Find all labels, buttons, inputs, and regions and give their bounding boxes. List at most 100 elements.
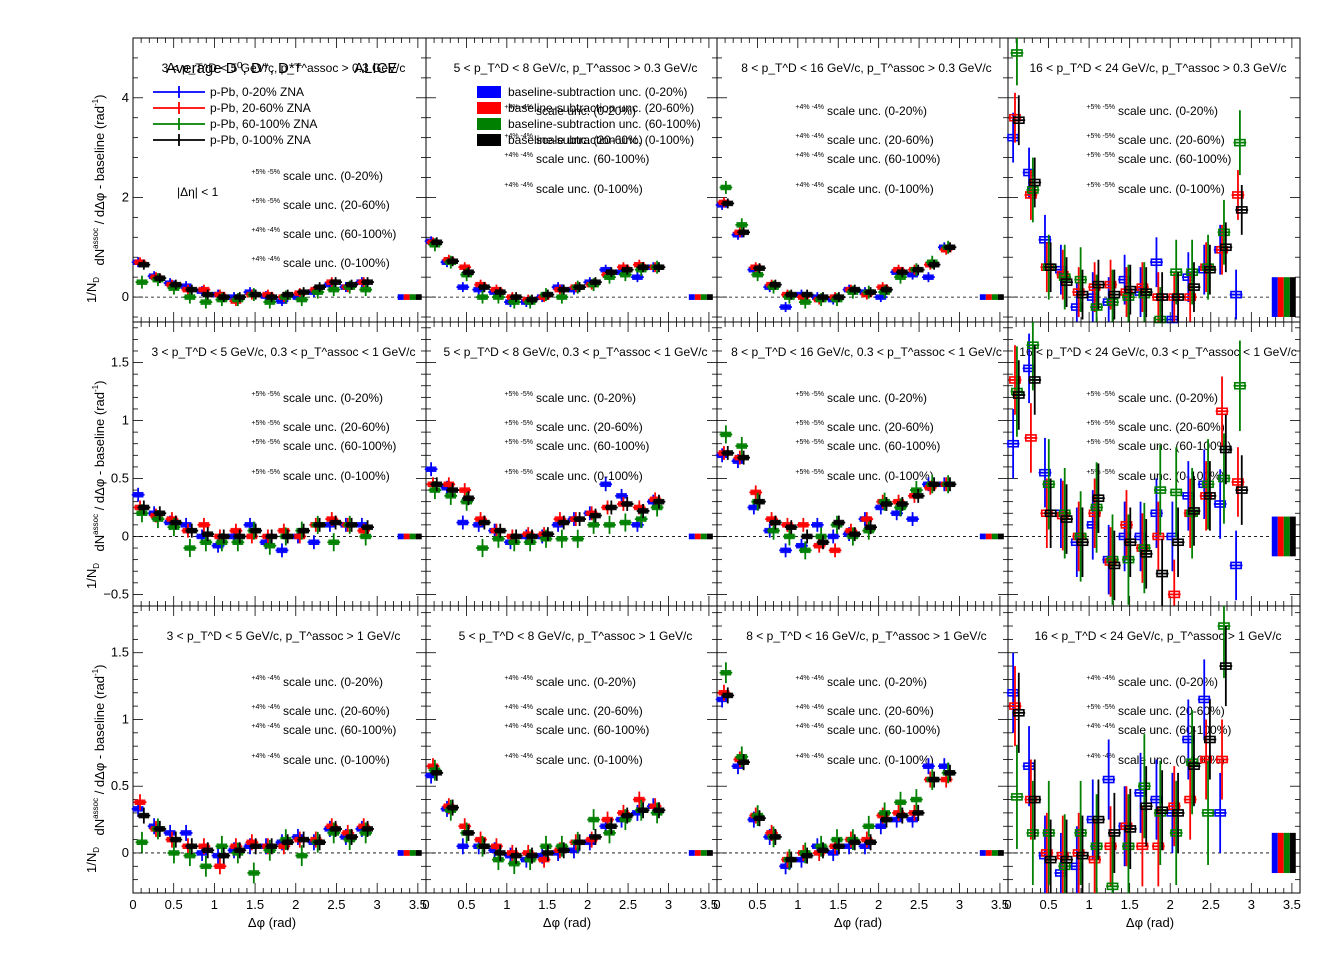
panel-grid: 0 2 4 3 < p_T^D < 5 GeV/c, p_T^assoc > 0.3 … bbox=[103, 37, 1301, 912]
x-tick-label: 1.5 bbox=[1121, 897, 1139, 912]
scale-unc-value: +4% -4% bbox=[795, 104, 824, 111]
y-tick-label: 4 bbox=[122, 90, 129, 105]
panel-r0-c3: 16 < p_T^D < 24 GeV/c, p_T^assoc > 0.3 G… bbox=[1006, 37, 1301, 324]
scale-unc-label: scale unc. (0-20%) bbox=[283, 675, 383, 689]
x-axis-label-col0: Δφ (rad) bbox=[248, 915, 296, 930]
eta-label: |Δη| < 1 bbox=[177, 185, 219, 199]
x-tick-label: 3 bbox=[374, 897, 381, 912]
x-tick-label: 1 bbox=[1085, 897, 1092, 912]
scale-unc-label: scale unc. (20-60%) bbox=[827, 133, 934, 147]
scale-unc-label: scale unc. (0-20%) bbox=[827, 391, 927, 405]
scale-unc-label: scale unc. (0-20%) bbox=[1118, 104, 1218, 118]
y-tick-label: 0 bbox=[122, 528, 129, 543]
baseline-unc-box bbox=[403, 294, 410, 300]
scale-unc-label: scale unc. (20-60%) bbox=[1118, 133, 1225, 147]
scale-unc-value: +5% -5% bbox=[1086, 439, 1115, 446]
y-axis-label-text: dNassoc / dΔφ - baseline (rad-1) bbox=[91, 95, 107, 266]
scale-unc-label: scale unc. (60-100%) bbox=[283, 227, 396, 241]
baseline-unc-box bbox=[409, 294, 416, 300]
y-tick-label: 0 bbox=[122, 845, 129, 860]
x-tick-label: 2 bbox=[292, 897, 299, 912]
scale-unc-value: +5% -5% bbox=[1086, 104, 1115, 111]
scale-unc-value: +5% -5% bbox=[251, 198, 280, 205]
scale-unc-value: +5% -5% bbox=[251, 439, 280, 446]
y-axis-label-middle: dNassoc / dΔφ - baseline (rad-1) 1/ND bbox=[84, 381, 107, 589]
baseline-unc-box bbox=[1277, 516, 1284, 557]
scale-unc-value: +5% -5% bbox=[504, 420, 533, 427]
x-tick-label: 3.5 bbox=[991, 897, 1009, 912]
x-tick-label: 0 bbox=[129, 897, 136, 912]
scale-unc-value: +5% -5% bbox=[504, 469, 533, 476]
baseline-unc-box bbox=[403, 533, 410, 540]
baseline-legend-swatch bbox=[477, 86, 501, 98]
baseline-legend-swatch bbox=[477, 118, 501, 130]
scale-unc-value: +5% -5% bbox=[251, 169, 280, 176]
panel-title: 3 < p_T^D < 5 GeV/c, 0.3 < p_T^assoc < 1… bbox=[151, 345, 415, 359]
baseline-unc-box bbox=[397, 533, 404, 540]
scale-unc-label: scale unc. (20-60%) bbox=[827, 420, 934, 434]
scale-unc-label: scale unc. (20-60%) bbox=[1118, 420, 1225, 434]
scale-unc-label: scale unc. (60-100%) bbox=[827, 439, 940, 453]
scale-unc-label: scale unc. (0-20%) bbox=[283, 391, 383, 405]
scale-unc-value: +4% -4% bbox=[504, 133, 533, 140]
y-tick-label: 2 bbox=[122, 189, 129, 204]
baseline-unc-box bbox=[706, 294, 713, 300]
scale-unc-label: scale unc. (60-100%) bbox=[283, 723, 396, 737]
baseline-unc-box bbox=[997, 294, 1004, 300]
baseline-unc-box bbox=[700, 294, 707, 300]
baseline-unc-box bbox=[409, 850, 416, 856]
scale-unc-value: +5% -5% bbox=[251, 469, 280, 476]
baseline-unc-box bbox=[985, 533, 992, 540]
baseline-unc-box bbox=[700, 850, 707, 856]
scale-unc-value: +5% -5% bbox=[795, 391, 824, 398]
baseline-unc-box bbox=[1289, 516, 1296, 557]
panel-r2-c2: 0 0.5 1 1.5 2 2.5 3 3.5 8 < p_T^D < 16 GeV/c, p_… bbox=[713, 605, 1009, 912]
scale-unc-label: scale unc. (20-60%) bbox=[827, 704, 934, 718]
scale-unc-value: +5% -5% bbox=[504, 391, 533, 398]
scale-unc-value: +5% -5% bbox=[795, 420, 824, 427]
baseline-unc-box bbox=[694, 294, 701, 300]
scale-unc-value: +4% -4% bbox=[504, 152, 533, 159]
panel-title: 5 < p_T^D < 8 GeV/c, p_T^assoc > 0.3 GeV… bbox=[454, 61, 698, 75]
panel-frame bbox=[716, 37, 1009, 323]
panel-title: 8 < p_T^D < 16 GeV/c, p_T^assoc > 1 GeV/… bbox=[746, 629, 986, 643]
x-tick-label: 0.5 bbox=[1040, 897, 1058, 912]
baseline-unc-box bbox=[1289, 277, 1296, 317]
y-tick-label: 0.5 bbox=[111, 778, 129, 793]
scale-unc-value: +5% -5% bbox=[795, 469, 824, 476]
panel-r1-c2: 8 < p_T^D < 16 GeV/c, 0.3 < p_T^assoc < … bbox=[715, 321, 1009, 607]
x-tick-label: 0 bbox=[713, 897, 720, 912]
scale-unc-value: +5% -5% bbox=[1086, 182, 1115, 189]
baseline-unc-box bbox=[397, 850, 404, 856]
scale-unc-value: +4% -4% bbox=[795, 133, 824, 140]
x-tick-label: 2.5 bbox=[910, 897, 928, 912]
baseline-unc-box bbox=[979, 294, 986, 300]
y-axis-label-norm: 1/ND bbox=[84, 847, 101, 873]
x-tick-label: 0.5 bbox=[748, 897, 766, 912]
scale-unc-value: +4% -4% bbox=[251, 256, 280, 263]
y-axis-label-norm: 1/ND bbox=[84, 277, 101, 303]
scale-unc-value: +4% -4% bbox=[795, 753, 824, 760]
panel-r2-c3: 0 0.5 1 1.5 2 2.5 3 3.5 16 < p_T^D < 24 GeV/c, p… bbox=[1004, 605, 1301, 912]
legend-label: p-Pb, 60-100% ZNA bbox=[210, 117, 317, 131]
x-tick-label: 3.5 bbox=[700, 897, 718, 912]
baseline-unc-box bbox=[1283, 277, 1290, 317]
baseline-unc-box bbox=[997, 533, 1004, 540]
scale-unc-value: +4% -4% bbox=[251, 227, 280, 234]
scale-unc-value: +4% -4% bbox=[251, 723, 280, 730]
scale-unc-label: scale unc. (20-60%) bbox=[536, 704, 643, 718]
baseline-unc-box bbox=[403, 850, 410, 856]
x-tick-label: 2.5 bbox=[327, 897, 345, 912]
scale-unc-label: scale unc. (0-100%) bbox=[1118, 182, 1225, 196]
x-tick-label: 3 bbox=[1248, 897, 1255, 912]
scale-unc-label: scale unc. (20-60%) bbox=[283, 420, 390, 434]
scale-unc-value: +5% -5% bbox=[795, 439, 824, 446]
scale-unc-label: scale unc. (60-100%) bbox=[1118, 439, 1231, 453]
x-tick-label: 2 bbox=[584, 897, 591, 912]
x-tick-label: 1 bbox=[211, 897, 218, 912]
panel-r0-c2: 8 < p_T^D < 16 GeV/c, p_T^assoc > 0.3 Ge… bbox=[715, 37, 1009, 323]
scale-unc-label: scale unc. (60-100%) bbox=[536, 152, 649, 166]
meson-title: Average D⁰, D⁺, D*⁺ bbox=[166, 60, 303, 77]
panel-r0-c0: 0 2 4 3 < p_T^D < 5 GeV/c, p_T^assoc > 0.3 … bbox=[122, 37, 427, 323]
